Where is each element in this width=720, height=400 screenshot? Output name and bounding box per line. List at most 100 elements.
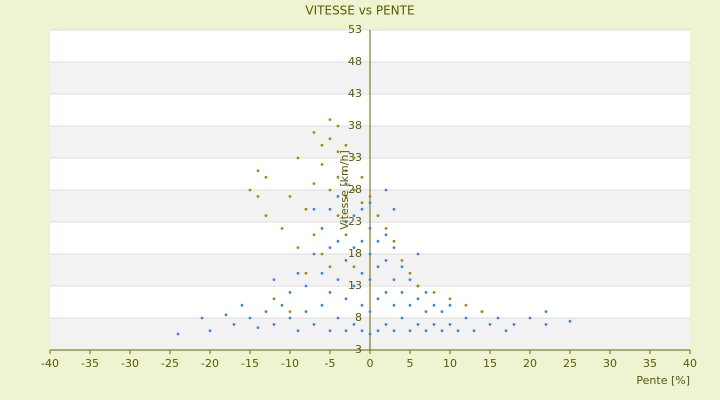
- x-tick-label: 20: [523, 357, 537, 370]
- point: [384, 291, 388, 294]
- y-axis-label: Vitesse [km/h]: [338, 150, 351, 230]
- point: [464, 316, 468, 320]
- point: [424, 310, 428, 313]
- chart-title: VITESSE vs PENTE: [305, 4, 414, 18]
- point: [384, 233, 388, 237]
- point: [336, 278, 340, 281]
- x-tick-label: 5: [407, 357, 414, 370]
- point: [344, 233, 348, 237]
- x-tick-label: -15: [241, 357, 259, 370]
- point: [304, 207, 308, 211]
- point: [296, 271, 300, 275]
- point: [320, 227, 324, 230]
- point: [328, 265, 332, 269]
- point: [312, 182, 316, 186]
- point: [408, 329, 412, 333]
- x-tick-label: -25: [161, 357, 179, 370]
- point: [392, 239, 396, 243]
- point: [448, 303, 452, 307]
- point: [328, 188, 332, 192]
- point: [304, 310, 308, 313]
- point: [296, 246, 300, 250]
- point: [352, 156, 356, 160]
- point: [312, 323, 316, 326]
- point: [336, 150, 340, 154]
- point: [304, 271, 308, 275]
- point: [328, 246, 332, 250]
- point: [272, 278, 276, 281]
- point: [360, 201, 364, 205]
- point: [288, 291, 292, 294]
- point: [368, 195, 372, 198]
- point: [376, 297, 380, 301]
- y-tick-label: 18: [348, 247, 362, 260]
- x-tick-label: 0: [367, 357, 374, 370]
- point: [344, 143, 348, 147]
- point: [320, 252, 324, 256]
- y-tick-label: 38: [348, 119, 362, 132]
- point: [408, 278, 412, 281]
- point: [320, 163, 324, 166]
- point: [568, 319, 572, 323]
- point: [304, 284, 308, 288]
- point: [440, 329, 444, 333]
- point: [344, 182, 348, 186]
- point: [496, 316, 500, 320]
- point: [384, 227, 388, 230]
- point: [464, 303, 468, 307]
- x-tick-label: 40: [683, 357, 697, 370]
- point: [336, 214, 340, 218]
- point: [344, 259, 348, 262]
- point: [360, 329, 364, 333]
- point: [368, 227, 372, 230]
- point: [224, 313, 228, 317]
- point: [352, 246, 356, 250]
- point: [416, 252, 420, 256]
- point: [528, 316, 532, 320]
- point: [344, 297, 348, 301]
- x-tick-label: -30: [121, 357, 139, 370]
- point: [368, 201, 372, 205]
- point: [352, 284, 356, 288]
- point: [240, 303, 244, 307]
- point: [328, 118, 332, 121]
- point: [264, 175, 268, 179]
- point: [312, 207, 316, 211]
- point: [408, 271, 412, 275]
- x-tick-label: -35: [81, 357, 99, 370]
- y-tick-label: 43: [348, 87, 362, 100]
- point: [544, 323, 548, 326]
- point: [280, 303, 284, 307]
- point: [392, 278, 396, 281]
- point: [336, 239, 340, 243]
- point: [296, 156, 300, 160]
- point: [392, 207, 396, 211]
- point: [256, 169, 260, 173]
- point: [248, 188, 252, 192]
- point: [360, 271, 364, 275]
- point: [328, 137, 332, 141]
- point: [256, 326, 260, 329]
- point: [368, 332, 372, 336]
- x-tick-label: 30: [603, 357, 617, 370]
- point: [264, 310, 268, 313]
- x-tick-label: -40: [41, 357, 59, 370]
- point: [280, 227, 284, 230]
- point: [344, 220, 348, 224]
- point: [272, 323, 276, 326]
- point: [416, 323, 420, 326]
- point: [432, 323, 436, 326]
- x-tick-label: -10: [281, 357, 299, 370]
- x-tick-label: -20: [201, 357, 219, 370]
- point: [480, 310, 484, 313]
- point: [232, 323, 236, 326]
- point: [400, 265, 404, 269]
- point: [392, 303, 396, 307]
- point: [320, 143, 324, 147]
- point: [328, 207, 332, 211]
- point: [288, 195, 292, 198]
- point: [376, 329, 380, 333]
- point: [392, 329, 396, 333]
- point: [384, 188, 388, 192]
